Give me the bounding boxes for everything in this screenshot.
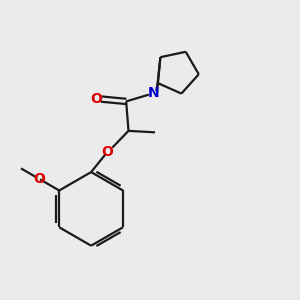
Text: O: O — [101, 145, 113, 159]
Text: O: O — [90, 92, 102, 106]
Text: N: N — [147, 86, 159, 100]
Text: O: O — [34, 172, 46, 186]
